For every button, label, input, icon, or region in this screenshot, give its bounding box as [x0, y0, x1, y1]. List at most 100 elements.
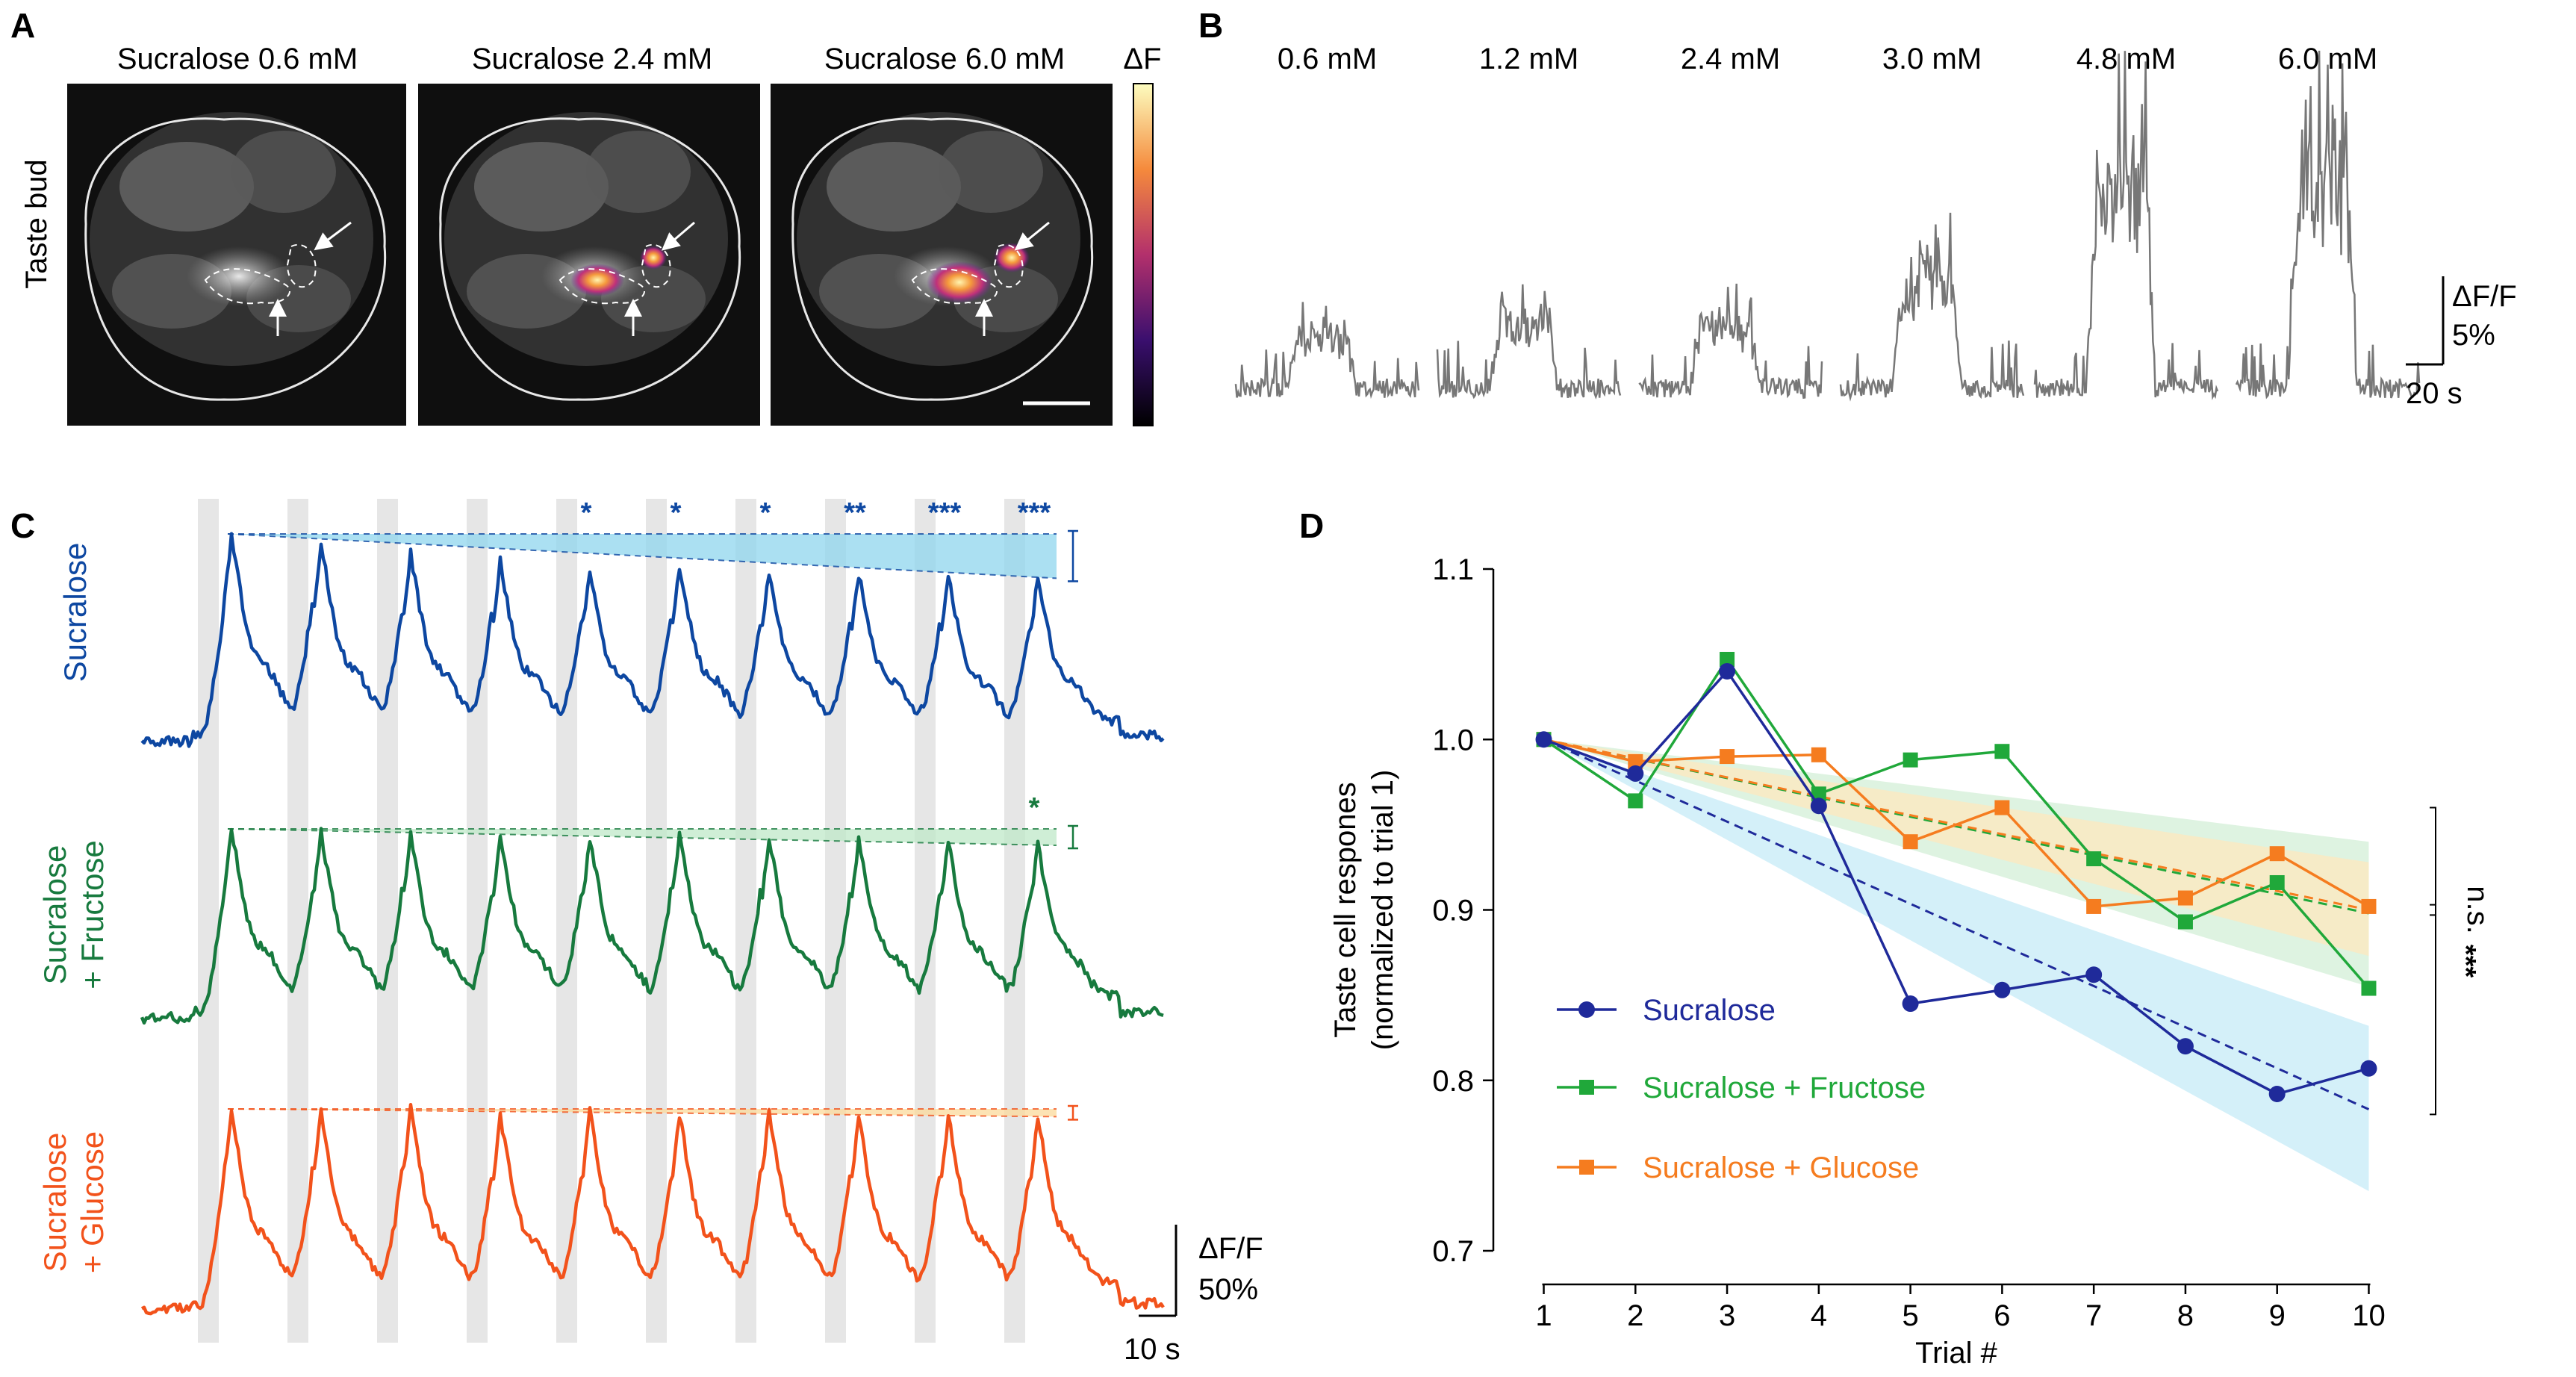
concentration-trace: [2033, 51, 2219, 401]
decay-fit-line: [227, 828, 1057, 847]
decay-fit-line: [227, 1108, 1057, 1118]
concentration-label: 2.4 mM: [1681, 43, 1780, 75]
data-point: [1994, 981, 2011, 998]
response-trace: [140, 1103, 1165, 1316]
panel-c-label: C: [10, 506, 35, 545]
confidence-band: [1543, 739, 2369, 1192]
stimulus-bar: [198, 499, 219, 1343]
micrograph-title-3: Sucralose 6.0 mM: [824, 43, 1065, 75]
stimulus-bar: [1004, 499, 1025, 1343]
x-tick-label: 6: [1994, 1299, 2010, 1332]
ns-annotation: n.s.: [2461, 886, 2494, 933]
row-label-taste-bud: Taste bud: [20, 159, 53, 288]
data-point: [2177, 1038, 2194, 1055]
data-point: [1535, 731, 1552, 748]
concentration-trace: [1234, 302, 1420, 400]
x-tick-label: 5: [1902, 1299, 1918, 1332]
trace-label: Sucralose+ Glucose: [37, 1131, 110, 1273]
x-tick-label: 1: [1535, 1299, 1552, 1332]
concentration-label: 0.6 mM: [1278, 43, 1377, 75]
y-tick-label: 1.1: [1432, 553, 1474, 586]
significance-stars: *: [1029, 792, 1040, 824]
x-axis-label: Trial #: [1915, 1337, 1997, 1370]
trace-label: Sucralose+ Fructose: [37, 840, 110, 989]
data-point: [1627, 765, 1644, 782]
data-point: [2268, 1086, 2286, 1103]
significance-stars: *: [581, 497, 592, 529]
data-point: [1720, 749, 1735, 765]
micrograph-title-1: Sucralose 0.6 mM: [117, 43, 358, 75]
data-point: [1903, 752, 1918, 768]
stimulus-bar: [556, 499, 577, 1343]
confidence-band: [1543, 739, 2369, 957]
concentration-trace: [1839, 212, 2025, 402]
legend-label: Sucralose + Glucose: [1643, 1151, 1919, 1184]
panel-b-label: B: [1198, 6, 1223, 45]
concentration-trace: [1436, 284, 1622, 400]
panel-c-scale-y-value: 50%: [1198, 1273, 1258, 1306]
series-line: [1543, 669, 2369, 1095]
panel-b-scalebar: ΔF/F 5% 20 s: [2406, 276, 2517, 410]
data-point: [2361, 980, 2377, 996]
x-tick-label: 4: [1811, 1299, 1827, 1332]
y-tick-label: 0.8: [1432, 1065, 1474, 1098]
data-point: [1720, 651, 1735, 667]
y-tick-label: 0.7: [1432, 1235, 1474, 1268]
series-line: [1543, 656, 2370, 989]
x-tick-label: 3: [1719, 1299, 1735, 1332]
stimulus-bar: [735, 499, 756, 1343]
data-point: [1810, 798, 1827, 815]
x-tick-label: 9: [2269, 1299, 2286, 1332]
x-tick-label: 8: [2177, 1299, 2194, 1332]
significance-bracket: [2430, 806, 2436, 1116]
stimulus-bar: [825, 499, 846, 1343]
data-point: [2086, 851, 2102, 867]
panel-b-scale-x-label: 20 s: [2406, 377, 2463, 410]
confidence-band: [1543, 739, 2369, 987]
decay-band: [228, 1109, 1057, 1117]
data-point: [2177, 914, 2193, 930]
data-point: [1994, 744, 2010, 759]
concentration-label: 4.8 mM: [2076, 43, 2176, 75]
panel-b-scale-y-value: 5%: [2452, 319, 2495, 352]
data-point: [2360, 1060, 2377, 1077]
panel-a-label: A: [10, 6, 35, 45]
data-point: [1719, 662, 1736, 680]
legend-marker: [1579, 1160, 1594, 1175]
response-trace: [140, 532, 1165, 748]
data-point: [1811, 747, 1826, 762]
data-point: [2269, 874, 2285, 890]
data-point: [1811, 786, 1826, 802]
data-point: [1902, 995, 1919, 1013]
micrograph-1: Sucralose 0.6 mM: [67, 43, 406, 426]
y-axis-label: Taste cell respones (normalized to trial …: [1329, 770, 1399, 1051]
significance-stars: **: [844, 497, 866, 529]
data-point: [1994, 800, 2010, 815]
panel-d-chart: 0.7 0.8 0.9 1.0 1.1 1 2 3 4 5 6 7 8 9 10 Trial # Taste c…: [1329, 553, 2494, 1370]
micrograph-3: Sucralose 6.0 mM: [771, 43, 1113, 426]
data-point: [2085, 966, 2103, 983]
panel-c-scale-y-label: ΔF/F: [1198, 1232, 1263, 1265]
concentration-trace: [1638, 283, 1823, 400]
ns-bracket: [2430, 904, 2436, 916]
legend-label: Sucralose: [1643, 994, 1776, 1027]
fit-line: [1543, 738, 2370, 1110]
legend-marker: [1579, 1080, 1594, 1095]
decay-band: [228, 829, 1057, 846]
panel-d-label: D: [1299, 506, 1324, 545]
x-tick-label: 7: [2085, 1299, 2102, 1332]
data-point: [1628, 793, 1643, 809]
decay-band: [228, 534, 1057, 579]
data-point: [1628, 753, 1643, 769]
stimulus-bar: [646, 499, 667, 1343]
data-point: [1903, 834, 1918, 850]
y-tick-label: 1.0: [1432, 724, 1474, 756]
micrograph-2: Sucralose 2.4 mM: [418, 43, 760, 426]
colorbar: [1133, 83, 1154, 426]
stimulus-bar: [287, 499, 308, 1343]
stimulus-bar: [467, 499, 488, 1343]
panel-b-scale-y-label: ΔF/F: [2452, 280, 2517, 313]
significance-stars: ***: [928, 497, 962, 529]
concentration-label: 3.0 mM: [1882, 43, 1982, 75]
